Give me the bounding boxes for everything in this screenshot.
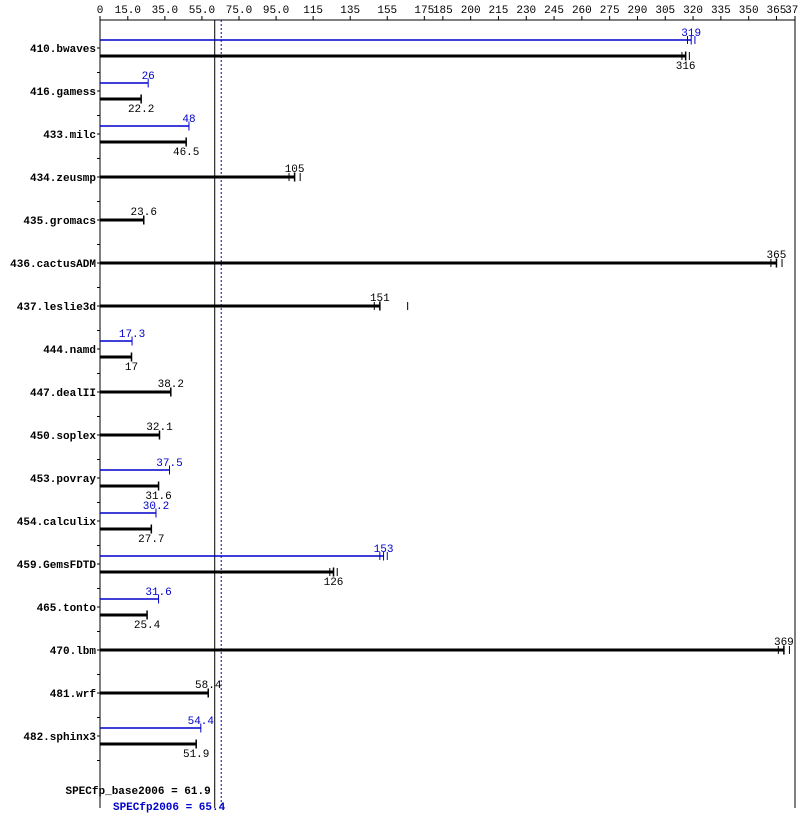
bench-label: 459.GemsFDTD	[17, 560, 97, 572]
bench-label: 416.gamess	[30, 87, 96, 99]
summary-base: SPECfp_base2006 = 61.9	[65, 786, 210, 798]
bench-label: 470.lbm	[50, 646, 97, 658]
bench-label: 444.namd	[43, 345, 96, 357]
svg-text:155: 155	[377, 5, 397, 17]
base-value: 25.4	[134, 620, 161, 632]
base-value: 105	[285, 164, 305, 176]
bench-label: 437.leslie3d	[17, 302, 96, 314]
bench-label: 436.cactusADM	[10, 259, 96, 271]
svg-text:55.0: 55.0	[189, 5, 215, 17]
bench-label: 465.tonto	[37, 603, 97, 615]
peak-value: 26	[142, 71, 155, 83]
svg-text:275: 275	[600, 5, 620, 17]
peak-value: 31.6	[145, 587, 171, 599]
svg-text:260: 260	[572, 5, 592, 17]
svg-text:185: 185	[433, 5, 453, 17]
base-value: 51.9	[183, 749, 209, 761]
base-value: 27.7	[138, 534, 164, 546]
peak-value: 30.2	[143, 501, 169, 513]
svg-text:135: 135	[340, 5, 360, 17]
svg-text:35.0: 35.0	[152, 5, 178, 17]
base-value: 17	[125, 362, 138, 374]
svg-text:15.0: 15.0	[115, 5, 141, 17]
svg-text:200: 200	[461, 5, 481, 17]
base-value: 151	[370, 293, 390, 305]
base-value: 32.1	[146, 422, 173, 434]
svg-text:350: 350	[739, 5, 759, 17]
bench-label: 482.sphinx3	[23, 732, 96, 744]
bench-label: 450.soplex	[30, 431, 96, 443]
peak-value: 153	[374, 544, 394, 556]
base-value: 38.2	[158, 379, 184, 391]
svg-text:0: 0	[97, 5, 104, 17]
base-value: 316	[676, 61, 696, 73]
base-value: 22.2	[128, 104, 154, 116]
svg-text:245: 245	[544, 5, 564, 17]
svg-text:175: 175	[414, 5, 434, 17]
peak-value: 319	[681, 28, 701, 40]
bench-label: 481.wrf	[50, 689, 97, 701]
svg-text:115: 115	[303, 5, 323, 17]
base-value: 365	[767, 250, 787, 262]
svg-text:290: 290	[628, 5, 648, 17]
svg-text:230: 230	[516, 5, 536, 17]
bench-label: 433.milc	[43, 130, 96, 142]
svg-text:375: 375	[785, 5, 799, 17]
svg-text:335: 335	[711, 5, 731, 17]
summary-peak: SPECfp2006 = 65.4	[113, 802, 226, 814]
peak-value: 48	[182, 114, 195, 126]
bench-label: 453.povray	[30, 474, 96, 486]
svg-text:365: 365	[767, 5, 787, 17]
base-value: 58.4	[195, 680, 222, 692]
base-value: 46.5	[173, 147, 199, 159]
svg-text:95.0: 95.0	[263, 5, 289, 17]
svg-text:75.0: 75.0	[226, 5, 252, 17]
bench-label: 447.dealII	[30, 388, 96, 400]
specfp-chart: 0 15.0 35.0 55.0 75.0 95.0 115 135 155 175185 200 2…	[0, 0, 799, 831]
peak-value: 17.3	[119, 329, 145, 341]
bench-label: 410.bwaves	[30, 44, 96, 56]
bench-label: 435.gromacs	[23, 216, 96, 228]
peak-value: 54.4	[188, 716, 215, 728]
svg-text:215: 215	[489, 5, 509, 17]
bench-label: 434.zeusmp	[30, 173, 96, 185]
peak-value: 37.5	[156, 458, 182, 470]
bench-label: 454.calculix	[17, 517, 97, 529]
base-value: 23.6	[131, 207, 157, 219]
svg-text:320: 320	[683, 5, 703, 17]
base-value: 126	[324, 577, 344, 589]
base-value: 369	[774, 637, 794, 649]
svg-text:305: 305	[655, 5, 675, 17]
